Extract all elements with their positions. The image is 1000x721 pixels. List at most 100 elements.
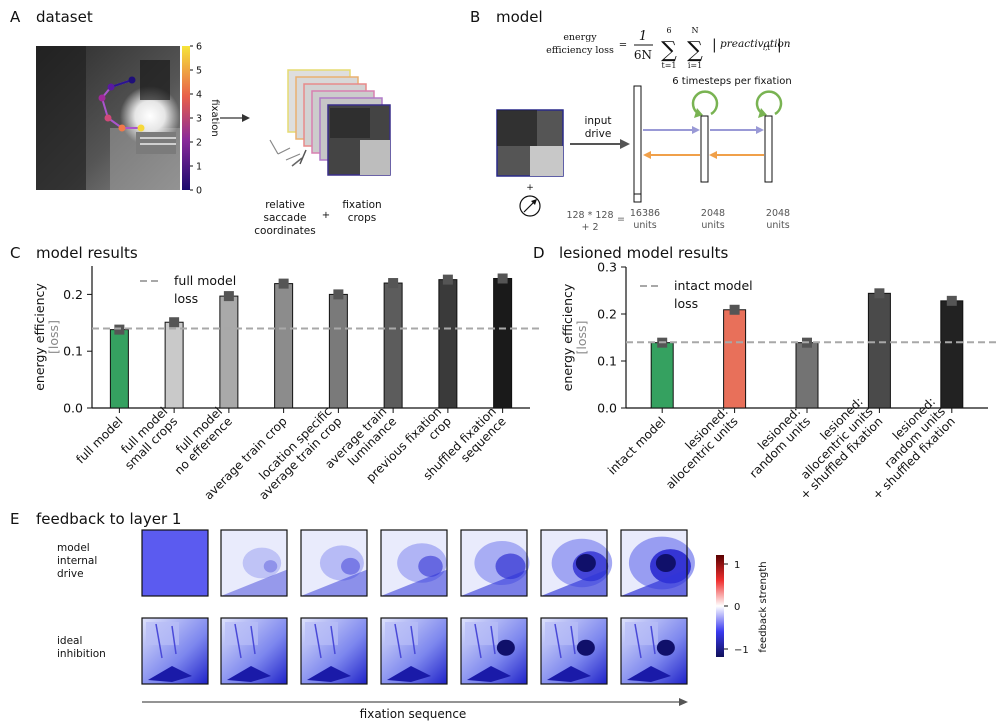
saccade-label-line: relative (265, 199, 305, 211)
feedback-colorbar-label: feedback strength (758, 561, 769, 652)
panel-b-title: model (496, 8, 543, 26)
y-tick-label: 0.1 (597, 354, 617, 369)
formula-denominator: 6N (634, 48, 652, 62)
row-label-line: internal (57, 555, 97, 567)
bar (164, 321, 184, 409)
timesteps-label: 6 timesteps per fixation (672, 76, 791, 87)
dataset-scene-image (36, 46, 180, 190)
error-marker (442, 274, 453, 285)
saccade-compass-icon (519, 195, 541, 217)
y-tick-label: 0.1 (63, 344, 83, 359)
input-drive-arrow: input drive (570, 115, 630, 149)
y-axis-label: energy efficiency[loss] (560, 283, 589, 391)
row-label-line: drive (57, 568, 84, 580)
formula-equals: = (619, 40, 627, 51)
heatmap-tile (141, 617, 209, 685)
heatmap-tile (141, 529, 209, 597)
bar (274, 283, 294, 409)
sum-upper-limit: 6 (666, 26, 671, 35)
panel-e-letter: E (10, 510, 19, 528)
colorbar-tick-label: −1 (734, 645, 749, 656)
x-tick-label: full modelsmall crops (112, 404, 180, 472)
plus-sign: + (322, 210, 330, 221)
y-tick-label: 0.3 (597, 260, 617, 275)
legend-label: full model (174, 273, 236, 288)
saccade-label: relative saccade coordinates (254, 199, 315, 237)
error-marker (497, 273, 508, 284)
bar (438, 279, 458, 409)
y-axis-label: energy efficiency[loss] (32, 283, 61, 391)
saccade-label-line: saccade (263, 212, 306, 224)
panel-c-title: model results (36, 244, 138, 262)
colorbar-tick-label: 6 (196, 42, 202, 53)
fixation-point (104, 114, 112, 122)
sum-lower-limit: i=1 (688, 61, 702, 70)
formula-lhs-line: efficiency loss (546, 45, 614, 56)
x-tick-label: full model (73, 414, 125, 466)
fixation-point (137, 124, 145, 132)
layer-unit-word: units (701, 220, 724, 231)
heatmap-tile (540, 617, 608, 685)
abs-bar: | (712, 37, 717, 53)
panel-a-title: dataset (36, 8, 93, 26)
sum-upper-limit: N (692, 26, 699, 35)
panel-d-letter: D (533, 244, 545, 262)
heatmap-tile (540, 529, 613, 597)
feedback-colorbar: 1 0 −1 feedback strength (716, 555, 769, 657)
heatmap-tile (220, 617, 288, 685)
error-marker (333, 289, 344, 300)
formula-term: preactivation (720, 38, 791, 50)
panel-e: E feedback to layer 1 model internal dri… (10, 510, 769, 721)
colorbar-tick-label: 3 (196, 114, 202, 125)
bar (109, 329, 129, 409)
panel-d: D lesioned model results 0.0 0.1 0.2 0.3 ene… (533, 244, 998, 502)
bar (219, 295, 239, 409)
input-image (496, 109, 564, 177)
heatmap-tile (380, 529, 448, 597)
y-tick-label: 0.0 (597, 401, 617, 416)
heatmap-tile (620, 617, 688, 685)
colorbar-tick-label: 0 (734, 602, 740, 613)
error-marker (278, 278, 289, 289)
row-label-ideal-inhibition: ideal inhibition (57, 635, 106, 660)
heatmap-tile (300, 617, 368, 685)
heatmap-tile (620, 529, 695, 597)
error-marker (946, 295, 957, 306)
heatmap-tile (220, 529, 288, 597)
x-tick-label: lesioned:allocentric units (653, 404, 741, 492)
layer-unit-count: 2048 (766, 208, 790, 219)
colorbar-tick-label: 1 (734, 560, 740, 571)
arrow-to-crops (220, 114, 250, 122)
x-tick-label: intact model (605, 414, 668, 477)
fixation-sequence-axis: fixation sequence (142, 698, 688, 721)
panel-d-title: lesioned model results (559, 244, 728, 262)
bar (383, 282, 403, 409)
saccade-vectors (269, 139, 307, 167)
y-tick-label: 0.0 (63, 401, 83, 416)
layer-unit-word: units (633, 220, 656, 231)
internal-drive-heatmaps (141, 529, 695, 597)
fixation-colorbar-label: fixation (209, 99, 220, 137)
fixation-colorbar: 0 1 2 3 4 5 6 fixation (182, 42, 220, 197)
fixation-crop-stack (287, 69, 391, 176)
colorbar-tick-label: 1 (196, 162, 202, 173)
error-marker (388, 278, 399, 289)
panel-e-title: feedback to layer 1 (36, 510, 181, 528)
row-label-line: inhibition (57, 648, 106, 660)
panel-b-letter: B (470, 8, 480, 26)
row-label-line: model (57, 542, 90, 554)
error-marker (169, 317, 180, 328)
row-label-internal-drive: model internal drive (57, 542, 97, 580)
input-label-line: input (584, 115, 611, 127)
panel-c-letter: C (10, 244, 20, 262)
layer-unit-count: 2048 (701, 208, 725, 219)
bar (723, 309, 747, 409)
error-marker (729, 304, 740, 315)
abs-bar: | (777, 37, 782, 53)
error-marker (874, 288, 885, 299)
fixation-path (98, 76, 145, 132)
crops-label: fixation crops (342, 199, 381, 224)
formula-numerator: 1 (639, 29, 647, 44)
